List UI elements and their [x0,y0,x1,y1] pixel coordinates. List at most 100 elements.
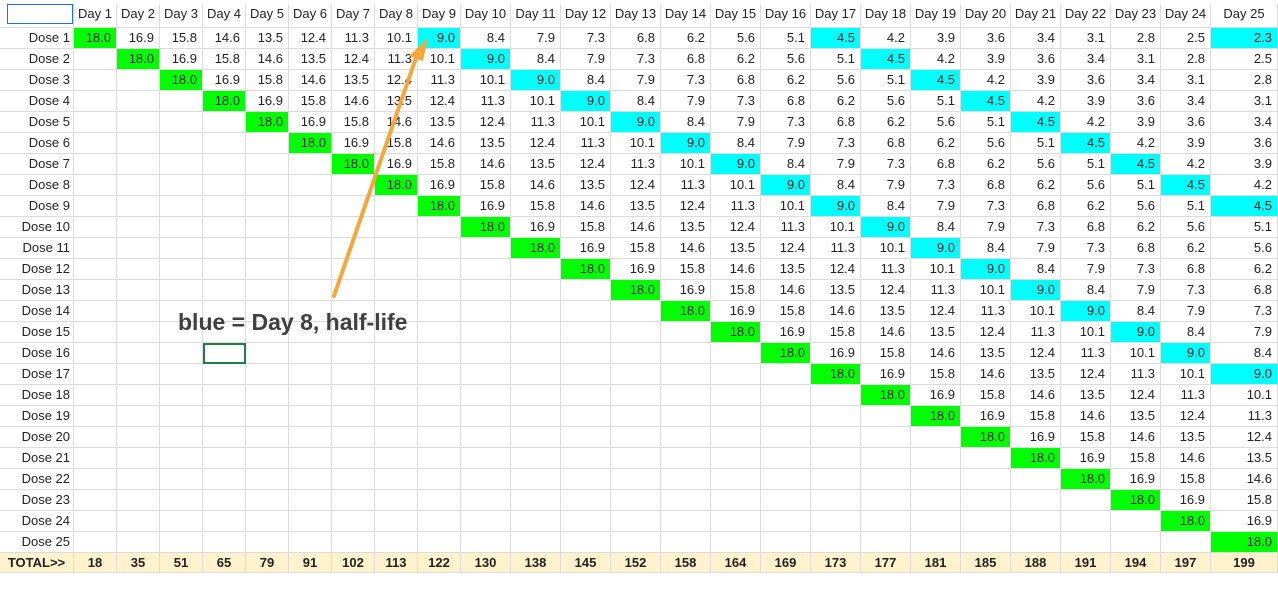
table-cell[interactable]: 15.8 [861,343,911,364]
empty-cell[interactable] [117,175,160,196]
row-label[interactable]: Dose 2 [0,49,74,70]
empty-cell[interactable] [160,133,203,154]
table-cell[interactable]: 13.5 [332,70,375,91]
table-cell[interactable]: 3.1 [1111,49,1161,70]
total-cell[interactable]: 173 [811,553,861,573]
empty-cell[interactable] [711,427,761,448]
total-cell[interactable]: 158 [661,553,711,573]
empty-cell[interactable] [511,448,561,469]
empty-cell[interactable] [861,532,911,553]
table-cell[interactable]: 9.0 [1111,322,1161,343]
empty-cell[interactable] [375,490,418,511]
empty-cell[interactable] [332,406,375,427]
empty-cell[interactable] [246,343,289,364]
table-cell[interactable]: 12.4 [911,301,961,322]
total-cell[interactable]: 113 [375,553,418,573]
empty-cell[interactable] [611,511,661,532]
table-cell[interactable]: 5.6 [761,49,811,70]
table-cell[interactable]: 13.5 [289,49,332,70]
total-cell[interactable]: 102 [332,553,375,573]
table-cell[interactable]: 16.9 [289,112,332,133]
empty-cell[interactable] [661,406,711,427]
empty-cell[interactable] [117,217,160,238]
empty-cell[interactable] [160,469,203,490]
table-cell[interactable]: 3.4 [1161,91,1211,112]
table-cell[interactable]: 6.2 [1111,217,1161,238]
table-cell[interactable]: 9.0 [811,196,861,217]
total-cell[interactable]: 181 [911,553,961,573]
empty-cell[interactable] [375,301,418,322]
table-cell[interactable]: 12.4 [611,175,661,196]
empty-cell[interactable] [1011,469,1061,490]
table-cell[interactable]: 11.3 [561,133,611,154]
empty-cell[interactable] [74,196,117,217]
table-cell[interactable]: 5.1 [811,49,861,70]
empty-cell[interactable] [203,490,246,511]
table-cell[interactable]: 18.0 [289,133,332,154]
table-cell[interactable]: 2.8 [1111,28,1161,49]
table-cell[interactable]: 18.0 [961,427,1011,448]
table-cell[interactable]: 3.4 [1061,49,1111,70]
empty-cell[interactable] [160,490,203,511]
table-cell[interactable]: 15.8 [561,217,611,238]
table-cell[interactable]: 11.3 [461,91,511,112]
empty-cell[interactable] [117,427,160,448]
table-cell[interactable]: 7.3 [1161,280,1211,301]
row-label[interactable]: Dose 17 [0,364,74,385]
table-cell[interactable]: 18.0 [203,91,246,112]
table-cell[interactable]: 16.9 [1161,490,1211,511]
table-cell[interactable]: 15.8 [811,322,861,343]
table-cell[interactable]: 16.9 [661,280,711,301]
empty-cell[interactable] [117,469,160,490]
empty-cell[interactable] [74,112,117,133]
table-cell[interactable]: 7.3 [661,70,711,91]
table-cell[interactable]: 14.6 [1161,448,1211,469]
column-header[interactable]: Day 6 [289,4,332,28]
table-cell[interactable]: 6.2 [1161,238,1211,259]
empty-cell[interactable] [761,532,811,553]
table-cell[interactable]: 14.6 [1011,385,1061,406]
table-cell[interactable]: 18.0 [117,49,160,70]
table-cell[interactable]: 15.8 [1011,406,1061,427]
table-cell[interactable]: 5.1 [761,28,811,49]
empty-cell[interactable] [117,301,160,322]
total-cell[interactable]: 191 [1061,553,1111,573]
table-cell[interactable]: 4.2 [1211,175,1278,196]
table-cell[interactable]: 16.9 [461,196,511,217]
empty-cell[interactable] [461,322,511,343]
table-cell[interactable]: 10.1 [711,175,761,196]
empty-cell[interactable] [74,343,117,364]
empty-cell[interactable] [332,259,375,280]
empty-cell[interactable] [74,511,117,532]
table-cell[interactable]: 7.3 [711,91,761,112]
table-cell[interactable]: 10.1 [1211,385,1278,406]
table-cell[interactable]: 6.8 [811,112,861,133]
table-cell[interactable]: 18.0 [375,175,418,196]
table-cell[interactable]: 18.0 [74,28,117,49]
empty-cell[interactable] [246,511,289,532]
empty-cell[interactable] [511,427,561,448]
empty-cell[interactable] [289,217,332,238]
table-cell[interactable]: 13.5 [861,301,911,322]
empty-cell[interactable] [160,280,203,301]
empty-cell[interactable] [246,406,289,427]
empty-cell[interactable] [418,343,461,364]
empty-cell[interactable] [160,322,203,343]
empty-cell[interactable] [117,511,160,532]
empty-cell[interactable] [661,385,711,406]
table-cell[interactable]: 4.5 [961,91,1011,112]
column-header[interactable]: Day 10 [461,4,511,28]
empty-cell[interactable] [203,532,246,553]
table-cell[interactable]: 13.5 [461,133,511,154]
table-cell[interactable]: 12.4 [661,196,711,217]
empty-cell[interactable] [332,385,375,406]
table-cell[interactable]: 9.0 [561,91,611,112]
empty-cell[interactable] [289,448,332,469]
empty-cell[interactable] [117,196,160,217]
table-cell[interactable]: 5.6 [861,91,911,112]
table-cell[interactable]: 3.9 [1211,154,1278,175]
row-label[interactable]: Dose 7 [0,154,74,175]
table-cell[interactable]: 12.4 [1061,364,1111,385]
table-cell[interactable]: 14.6 [511,175,561,196]
table-cell[interactable]: 6.8 [1161,259,1211,280]
